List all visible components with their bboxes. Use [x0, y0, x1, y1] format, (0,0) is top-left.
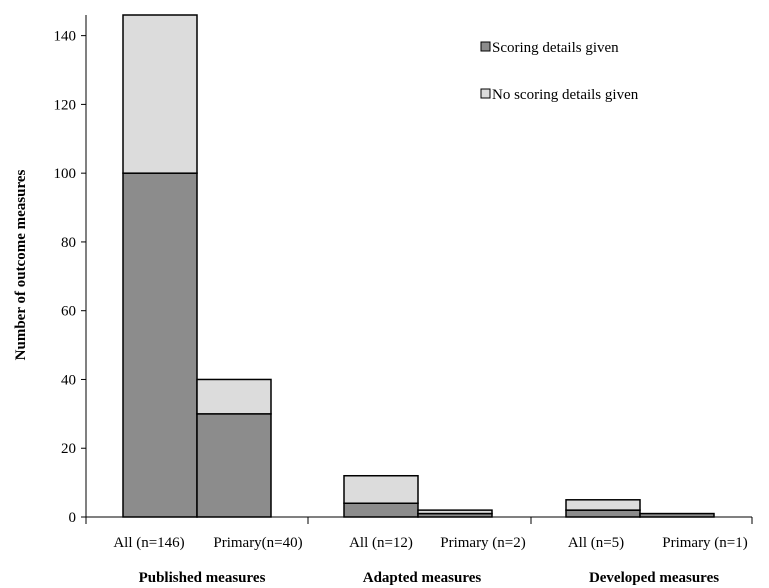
y-tick-label: 60 [61, 304, 76, 320]
x-group-label: Adapted measures [363, 570, 482, 586]
y-tick-label: 20 [61, 441, 76, 457]
bar-no-scoring-given-0 [122, 14, 198, 174]
y-axis: 0 20 40 60 80 100 120 140 [54, 15, 87, 526]
y-tick-label: 140 [54, 29, 77, 45]
y-tick-label: 120 [54, 97, 77, 113]
bar-scoring-given-2 [343, 502, 419, 518]
x-category-label: All (n=146) [113, 535, 184, 551]
legend-swatch [480, 41, 491, 52]
bar-no-scoring-given-2 [343, 474, 419, 504]
x-category-label: All (n=5) [568, 535, 624, 551]
legend-swatch [480, 88, 491, 99]
legend-label: Scoring details given [492, 40, 619, 56]
bars [122, 14, 715, 518]
bar-no-scoring-given-3 [417, 509, 493, 515]
y-tick-label: 80 [61, 235, 76, 251]
bar-scoring-given-5 [639, 512, 715, 518]
x-axis: All (n=146) Primary(n=40) All (n=12) Primar… [85, 516, 753, 586]
y-tick-label: 0 [69, 510, 77, 526]
x-group-label: Published measures [139, 570, 266, 586]
x-category-label: All (n=12) [349, 535, 413, 551]
x-group-label: Developed measures [589, 570, 719, 586]
y-tick-label: 40 [61, 372, 76, 388]
y-axis-label: Number of outcome measures [13, 170, 29, 361]
x-category-label: Primary (n=1) [662, 535, 748, 551]
bar-no-scoring-given-1 [196, 378, 272, 415]
bar-scoring-given-0 [122, 172, 198, 518]
x-category-label: Primary (n=2) [440, 535, 526, 551]
bar-no-scoring-given-4 [565, 499, 641, 511]
bar-scoring-given-4 [565, 509, 641, 518]
legend-label: No scoring details given [492, 87, 639, 103]
x-category-label: Primary(n=40) [213, 535, 302, 551]
y-tick-label: 100 [54, 166, 77, 182]
legend: Scoring details given No scoring details … [480, 40, 639, 103]
bar-scoring-given-1 [196, 413, 272, 518]
